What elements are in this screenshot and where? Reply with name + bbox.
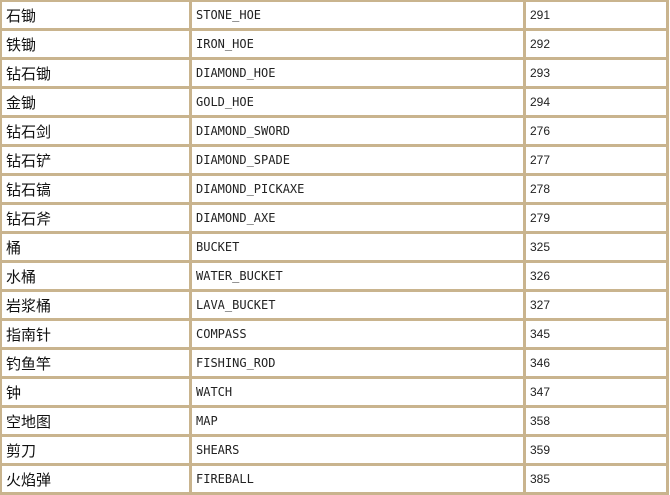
- item-name-cell: 金锄: [2, 89, 189, 115]
- item-constant-cell: SHEARS: [192, 437, 523, 463]
- item-id-cell: 292: [526, 31, 666, 57]
- item-name-cell: 钻石锄: [2, 60, 189, 86]
- item-constant-cell: COMPASS: [192, 321, 523, 347]
- table-row: 空地图 MAP 358: [2, 408, 666, 434]
- table-row: 水桶 WATER_BUCKET 326: [2, 263, 666, 289]
- item-id-cell: 293: [526, 60, 666, 86]
- item-id-cell: 325: [526, 234, 666, 260]
- table-row: 桶 BUCKET 325: [2, 234, 666, 260]
- item-id-cell: 294: [526, 89, 666, 115]
- item-id-cell: 278: [526, 176, 666, 202]
- table-row: 钟 WATCH 347: [2, 379, 666, 405]
- item-constant-cell: BUCKET: [192, 234, 523, 260]
- item-name-cell: 火焰弹: [2, 466, 189, 492]
- item-id-cell: 279: [526, 205, 666, 231]
- item-constant-cell: STONE_HOE: [192, 2, 523, 28]
- item-name-cell: 岩浆桶: [2, 292, 189, 318]
- item-id-cell: 385: [526, 466, 666, 492]
- item-name-cell: 剪刀: [2, 437, 189, 463]
- item-id-cell: 358: [526, 408, 666, 434]
- table-row: 钻石镐 DIAMOND_PICKAXE 278: [2, 176, 666, 202]
- item-constant-cell: WATER_BUCKET: [192, 263, 523, 289]
- item-id-cell: 359: [526, 437, 666, 463]
- item-id-cell: 326: [526, 263, 666, 289]
- item-name-cell: 钻石斧: [2, 205, 189, 231]
- item-constant-cell: LAVA_BUCKET: [192, 292, 523, 318]
- table-row: 剪刀 SHEARS 359: [2, 437, 666, 463]
- item-id-cell: 327: [526, 292, 666, 318]
- item-id-cell: 346: [526, 350, 666, 376]
- table-row: 钓鱼竿 FISHING_ROD 346: [2, 350, 666, 376]
- item-constant-cell: DIAMOND_PICKAXE: [192, 176, 523, 202]
- table-row: 铁锄 IRON_HOE 292: [2, 31, 666, 57]
- item-name-cell: 水桶: [2, 263, 189, 289]
- item-name-cell: 石锄: [2, 2, 189, 28]
- item-name-cell: 铁锄: [2, 31, 189, 57]
- item-name-cell: 钻石镐: [2, 176, 189, 202]
- item-name-cell: 钓鱼竿: [2, 350, 189, 376]
- table-row: 指南针 COMPASS 345: [2, 321, 666, 347]
- table-row: 钻石斧 DIAMOND_AXE 279: [2, 205, 666, 231]
- item-constant-cell: FISHING_ROD: [192, 350, 523, 376]
- item-name-cell: 钟: [2, 379, 189, 405]
- item-constant-cell: DIAMOND_HOE: [192, 60, 523, 86]
- item-name-cell: 钻石铲: [2, 147, 189, 173]
- table-row: 火焰弹 FIREBALL 385: [2, 466, 666, 492]
- item-constant-cell: GOLD_HOE: [192, 89, 523, 115]
- item-constant-cell: IRON_HOE: [192, 31, 523, 57]
- item-id-cell: 291: [526, 2, 666, 28]
- table-row: 钻石锄 DIAMOND_HOE 293: [2, 60, 666, 86]
- item-id-cell: 345: [526, 321, 666, 347]
- item-constant-cell: FIREBALL: [192, 466, 523, 492]
- table-row: 金锄 GOLD_HOE 294: [2, 89, 666, 115]
- table-row: 钻石铲 DIAMOND_SPADE 277: [2, 147, 666, 173]
- item-constant-cell: DIAMOND_AXE: [192, 205, 523, 231]
- table-row: 石锄 STONE_HOE 291: [2, 2, 666, 28]
- table-row: 岩浆桶 LAVA_BUCKET 327: [2, 292, 666, 318]
- item-constant-cell: WATCH: [192, 379, 523, 405]
- item-constant-cell: DIAMOND_SPADE: [192, 147, 523, 173]
- item-name-cell: 空地图: [2, 408, 189, 434]
- item-id-cell: 277: [526, 147, 666, 173]
- item-id-cell: 347: [526, 379, 666, 405]
- item-id-cell: 276: [526, 118, 666, 144]
- item-name-cell: 指南针: [2, 321, 189, 347]
- item-name-cell: 钻石剑: [2, 118, 189, 144]
- item-constant-cell: MAP: [192, 408, 523, 434]
- item-constant-cell: DIAMOND_SWORD: [192, 118, 523, 144]
- item-name-cell: 桶: [2, 234, 189, 260]
- table-row: 钻石剑 DIAMOND_SWORD 276: [2, 118, 666, 144]
